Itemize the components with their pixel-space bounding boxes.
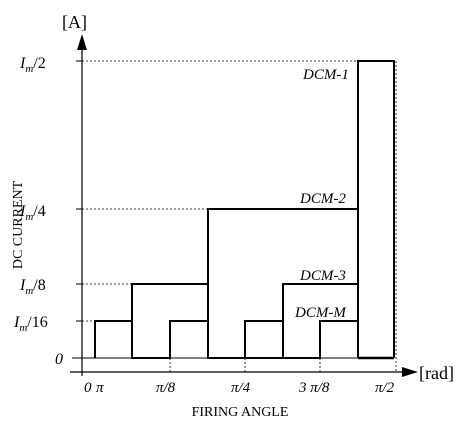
- x-axis-title: FIRING ANGLE: [192, 405, 289, 420]
- y-tick-label-m4-tail: /4: [33, 203, 45, 220]
- y-tick-label-m2-sub: m: [25, 63, 33, 75]
- x-axis-unit: [rad]: [419, 363, 454, 383]
- waveform-dcm-m: [94, 320, 359, 359]
- y-tick-label-m16-main: I: [13, 314, 20, 331]
- label-dcm-3: DCM-3: [299, 268, 346, 284]
- y-axis-title: DC CURRENT: [11, 180, 26, 269]
- y-tick-label-zero: 0: [55, 351, 63, 368]
- y-axis-unit: [A]: [62, 12, 87, 32]
- x-tick-label-0: 0: [84, 380, 92, 396]
- y-axis-arrowhead: [77, 34, 87, 50]
- y-tick-label-m8-main: I: [19, 277, 26, 294]
- y-tick-label-m2-main: I: [19, 55, 26, 72]
- y-tick-label-m2: Im/2: [19, 55, 46, 75]
- label-dcm-1: DCM-1: [302, 67, 349, 83]
- reference-lines: [82, 60, 397, 372]
- x-axis-arrowhead: [402, 367, 418, 377]
- waveform-dcm-3: [131, 283, 359, 359]
- y-tick-label-m8-tail: /8: [33, 277, 45, 294]
- x-tick-label-pi: π: [96, 380, 104, 396]
- waveform-dcm-1: [357, 60, 395, 358]
- y-tick-label-m8: Im/8: [19, 277, 46, 297]
- y-tick-marks: [76, 60, 82, 322]
- y-tick-label-m16-tail: /16: [27, 314, 47, 331]
- x-tick-label-pi4: π/4: [231, 380, 251, 396]
- y-tick-label-m4-sub: m: [25, 211, 33, 223]
- y-tick-label-m4: Im/4: [19, 203, 46, 223]
- y-tick-label-m2-tail: /2: [33, 55, 45, 72]
- y-tick-label-m8-sub: m: [25, 285, 33, 297]
- x-tick-label-pi2: π/2: [375, 380, 395, 396]
- waveforms: [94, 60, 395, 359]
- y-tick-label-m16: Im/16: [13, 314, 48, 334]
- x-tick-label-3pi8: 3 π/8: [298, 380, 330, 396]
- label-dcm-m: DCM-M: [294, 305, 347, 321]
- axes: [70, 46, 406, 376]
- x-tick-label-pi8: π/8: [156, 380, 176, 396]
- label-dcm-2: DCM-2: [299, 191, 346, 207]
- y-tick-label-m4-main: I: [19, 203, 26, 220]
- y-tick-label-m16-sub: m: [19, 322, 27, 334]
